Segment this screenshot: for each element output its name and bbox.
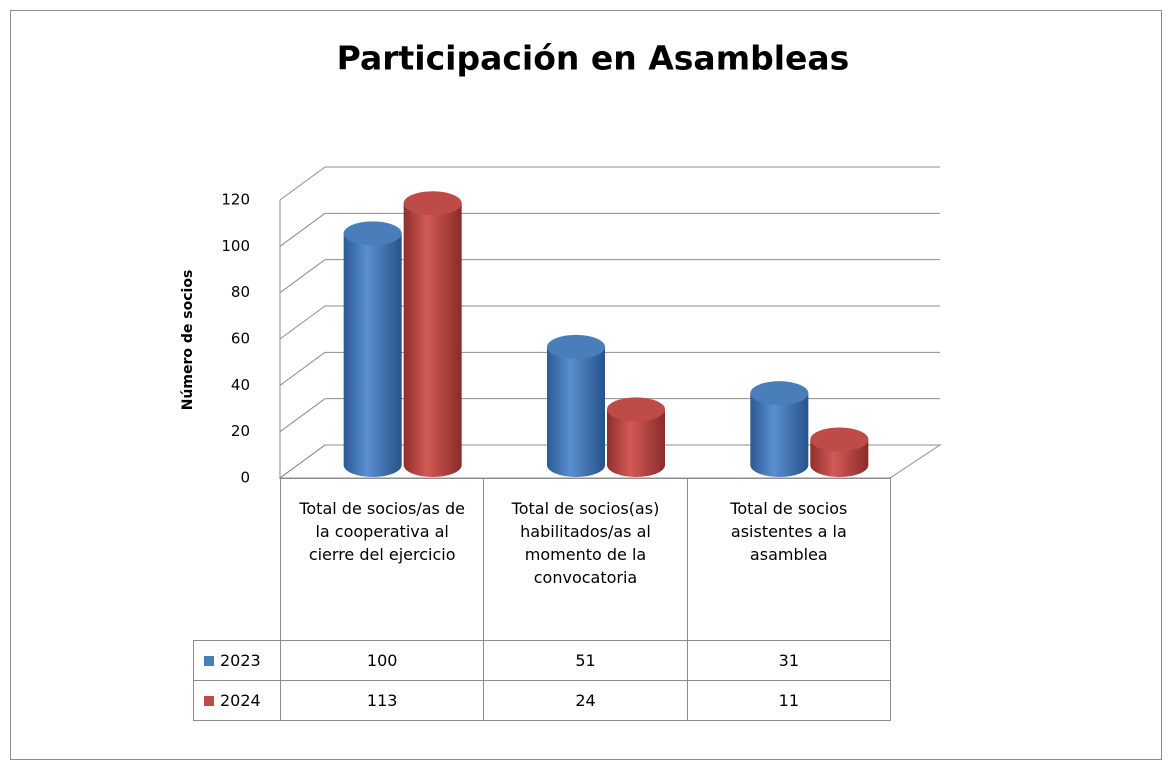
y-tick-label: 60 bbox=[231, 330, 250, 348]
bar-top bbox=[403, 191, 462, 216]
bar-top bbox=[810, 427, 869, 452]
table-value: 11 bbox=[686, 680, 891, 721]
bar-top bbox=[547, 334, 605, 359]
y-axis-label: Número de socios bbox=[180, 270, 196, 411]
grid-line-side bbox=[279, 166, 326, 201]
legend-swatch bbox=[204, 695, 214, 706]
legend-cell: 2024 bbox=[193, 680, 281, 721]
legend-label: 2024 bbox=[220, 691, 261, 710]
category-label: Total de socios(as) habilitados/as al mo… bbox=[483, 478, 688, 641]
y-tick-label: 120 bbox=[221, 191, 250, 209]
bar bbox=[343, 233, 402, 477]
chart-title: Participación en Asambleas bbox=[337, 39, 850, 78]
bar bbox=[750, 393, 809, 477]
table-value: 51 bbox=[483, 640, 688, 681]
y-tick-label: 0 bbox=[240, 469, 250, 487]
y-tick-label: 20 bbox=[231, 422, 250, 440]
grid-line-side bbox=[279, 398, 326, 433]
grid-line-side bbox=[279, 444, 326, 479]
table-value: 100 bbox=[280, 640, 485, 681]
legend-cell: 2023 bbox=[193, 640, 281, 681]
grid-line-side bbox=[279, 305, 326, 340]
bar bbox=[547, 346, 605, 477]
grid-line-side bbox=[279, 259, 326, 294]
table-value: 31 bbox=[686, 640, 891, 681]
table-value: 24 bbox=[483, 680, 688, 721]
category-label: Total de socios asistentes a la asamblea bbox=[686, 478, 891, 641]
bar bbox=[403, 203, 462, 477]
legend-label: 2023 bbox=[220, 651, 261, 670]
bar bbox=[607, 409, 665, 477]
y-tick-label: 80 bbox=[231, 283, 250, 301]
legend-swatch bbox=[204, 655, 214, 666]
grid-line-side bbox=[279, 212, 326, 247]
bar-top bbox=[343, 221, 402, 246]
category-label: Total de socios/as de la cooperativa al … bbox=[280, 478, 485, 641]
grid-line-side bbox=[279, 351, 326, 386]
table-value: 113 bbox=[280, 680, 485, 721]
y-tick-label: 100 bbox=[221, 237, 250, 255]
bar-top bbox=[750, 381, 809, 406]
y-tick-label: 40 bbox=[231, 376, 250, 394]
bar-top bbox=[607, 397, 665, 422]
